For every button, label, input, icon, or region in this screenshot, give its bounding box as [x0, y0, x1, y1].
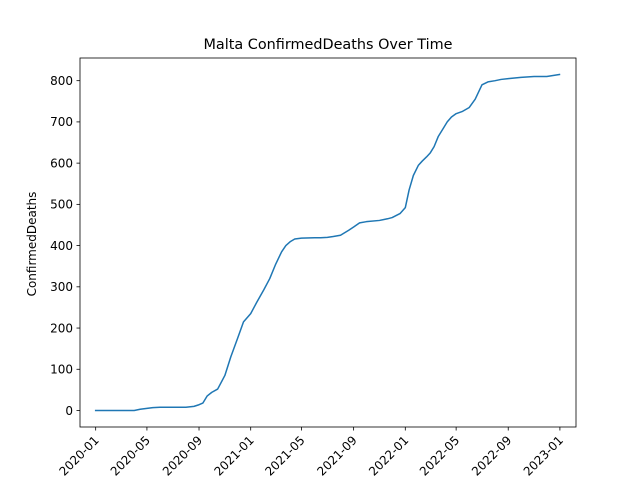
axes-frame: [79, 57, 577, 428]
y-axis: 0 100 200 300 400 500 600 700 800: [50, 74, 80, 418]
series-layer: [94, 73, 561, 412]
y-tick-label: 800: [50, 74, 73, 88]
y-tick-label: 700: [50, 115, 73, 129]
y-tick-label: 600: [50, 156, 73, 170]
y-tick-label: 100: [50, 363, 73, 377]
y-tick-label: 0: [65, 404, 73, 418]
y-tick-label: 200: [50, 321, 73, 335]
y-tick-label: 300: [50, 280, 73, 294]
y-tick-label: 500: [50, 198, 73, 212]
series-line: [94, 73, 561, 412]
y-axis-label: ConfirmedDeaths: [25, 192, 39, 297]
y-tick-label: 400: [50, 239, 73, 253]
chart-title: Malta ConfirmedDeaths Over Time: [204, 37, 453, 53]
